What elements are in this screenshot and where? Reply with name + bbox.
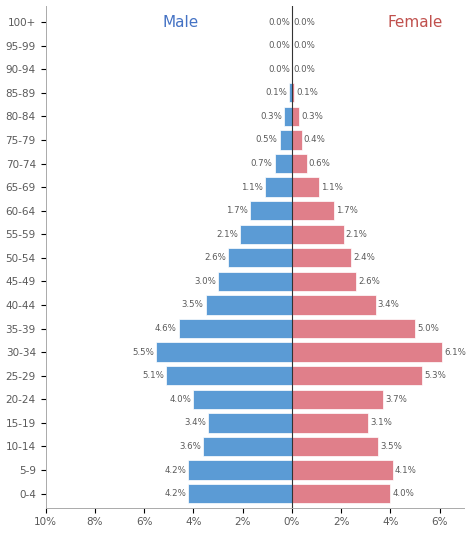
Text: 5.5%: 5.5% (133, 348, 155, 357)
Bar (292, 319, 415, 338)
Bar (265, 177, 292, 197)
Text: 0.0%: 0.0% (268, 64, 290, 74)
Bar (292, 413, 368, 432)
Bar (280, 130, 292, 150)
Text: 0.1%: 0.1% (265, 88, 287, 98)
Text: 5.3%: 5.3% (424, 371, 446, 380)
Bar (292, 484, 391, 503)
Text: 0.3%: 0.3% (261, 112, 283, 121)
Bar (228, 248, 292, 268)
Bar (193, 390, 292, 409)
Bar (292, 366, 422, 385)
Text: 4.6%: 4.6% (155, 324, 177, 333)
Bar (188, 461, 292, 480)
Bar (292, 177, 319, 197)
Bar (208, 413, 292, 432)
Text: 4.1%: 4.1% (395, 465, 417, 474)
Text: 0.0%: 0.0% (294, 41, 316, 50)
Bar (292, 343, 442, 362)
Text: 0.0%: 0.0% (294, 18, 316, 27)
Text: 3.5%: 3.5% (182, 301, 204, 310)
Text: 0.0%: 0.0% (268, 41, 290, 50)
Bar (250, 201, 292, 220)
Bar (203, 437, 292, 456)
Text: 4.0%: 4.0% (170, 395, 191, 404)
Bar (206, 295, 292, 314)
Text: 0.1%: 0.1% (296, 88, 318, 98)
Bar (290, 83, 292, 102)
Bar (166, 366, 292, 385)
Text: 4.2%: 4.2% (164, 465, 186, 474)
Bar (292, 224, 344, 244)
Text: 3.5%: 3.5% (380, 442, 402, 451)
Bar (156, 343, 292, 362)
Text: 1.1%: 1.1% (241, 183, 263, 191)
Text: 3.4%: 3.4% (184, 418, 206, 427)
Bar (240, 224, 292, 244)
Text: 2.6%: 2.6% (358, 277, 380, 286)
Text: 0.0%: 0.0% (294, 64, 316, 74)
Text: 3.0%: 3.0% (194, 277, 216, 286)
Text: 0.5%: 0.5% (255, 135, 278, 144)
Text: 4.0%: 4.0% (392, 489, 414, 498)
Bar (292, 154, 307, 173)
Bar (292, 295, 375, 314)
Text: 2.4%: 2.4% (353, 253, 375, 262)
Text: 0.6%: 0.6% (309, 159, 330, 168)
Text: 5.1%: 5.1% (142, 371, 164, 380)
Bar (292, 130, 302, 150)
Text: Female: Female (387, 14, 443, 29)
Text: 3.1%: 3.1% (370, 418, 392, 427)
Text: 1.1%: 1.1% (321, 183, 343, 191)
Bar (274, 154, 292, 173)
Bar (292, 272, 356, 291)
Bar (292, 248, 351, 268)
Bar (292, 83, 294, 102)
Text: 2.1%: 2.1% (216, 230, 238, 239)
Text: 5.0%: 5.0% (417, 324, 439, 333)
Text: 2.6%: 2.6% (204, 253, 226, 262)
Text: 0.3%: 0.3% (301, 112, 323, 121)
Bar (292, 390, 383, 409)
Bar (218, 272, 292, 291)
Text: 1.7%: 1.7% (336, 206, 357, 215)
Text: 0.7%: 0.7% (251, 159, 273, 168)
Text: 0.4%: 0.4% (304, 135, 326, 144)
Text: 0.0%: 0.0% (268, 18, 290, 27)
Text: 2.1%: 2.1% (346, 230, 367, 239)
Text: 3.4%: 3.4% (378, 301, 400, 310)
Bar (292, 107, 299, 126)
Bar (292, 461, 393, 480)
Text: Male: Male (163, 14, 199, 29)
Bar (188, 484, 292, 503)
Text: 1.7%: 1.7% (226, 206, 248, 215)
Bar (284, 107, 292, 126)
Bar (292, 437, 378, 456)
Text: 3.6%: 3.6% (179, 442, 201, 451)
Bar (179, 319, 292, 338)
Text: 4.2%: 4.2% (164, 489, 186, 498)
Text: 6.1%: 6.1% (444, 348, 466, 357)
Text: 3.7%: 3.7% (385, 395, 407, 404)
Bar (292, 201, 334, 220)
